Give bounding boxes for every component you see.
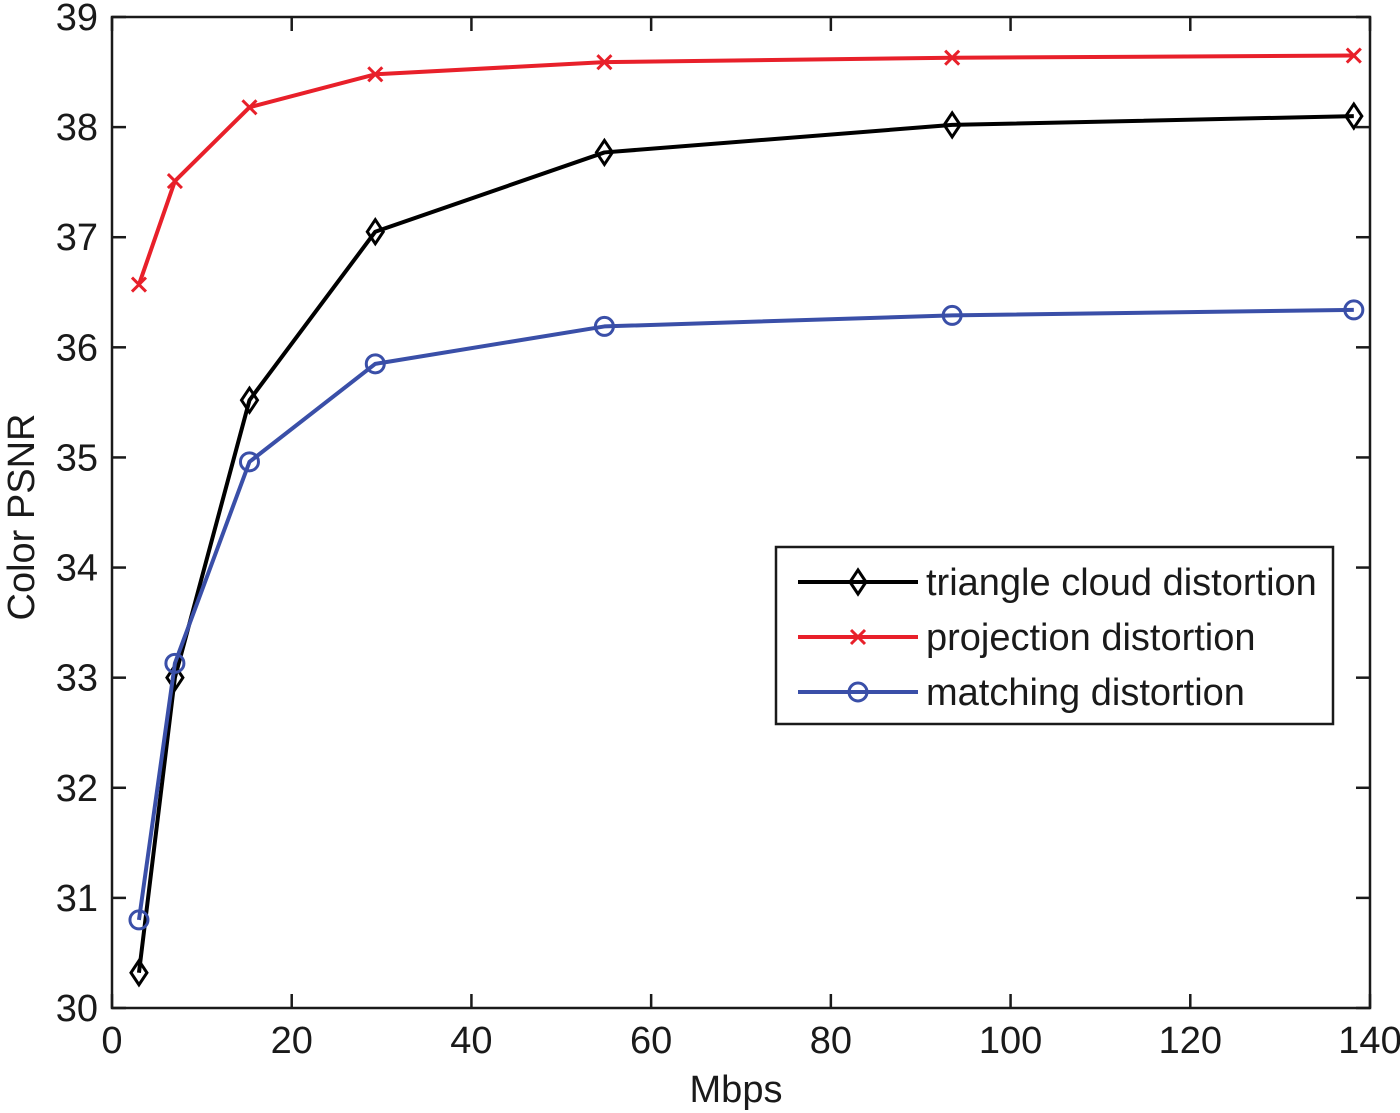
x-marker-stroke bbox=[130, 276, 148, 293]
x-tick-label: 60 bbox=[630, 1020, 672, 1062]
y-tick-label: 34 bbox=[56, 548, 98, 590]
y-tick-label: 33 bbox=[56, 658, 98, 700]
y-tick-label: 35 bbox=[56, 437, 98, 479]
x-tick-label: 120 bbox=[1159, 1020, 1222, 1062]
data-point-matching bbox=[364, 353, 386, 375]
y-tick-label: 37 bbox=[56, 217, 98, 259]
x-marker-stroke bbox=[944, 49, 961, 66]
x-tick-label: 0 bbox=[101, 1020, 122, 1062]
series-line-matching bbox=[136, 307, 1354, 921]
x-marker-stroke bbox=[1345, 47, 1362, 64]
x-marker-stroke bbox=[367, 66, 384, 83]
y-tick-label: 39 bbox=[56, 0, 98, 39]
plot-area bbox=[128, 47, 1365, 988]
x-tick-label: 140 bbox=[1338, 1020, 1400, 1062]
legend-item-triangle-cloud: triangle cloud distortion bbox=[798, 562, 1317, 604]
legend: triangle cloud distortion projection dist… bbox=[774, 545, 1335, 726]
data-point-triangle-cloud bbox=[365, 217, 386, 247]
y-axis-title: Color PSNR bbox=[1, 414, 43, 621]
y-tick-label: 32 bbox=[56, 768, 98, 810]
legend-marker bbox=[849, 628, 867, 646]
y-tick-label: 38 bbox=[56, 107, 98, 149]
legend-marker bbox=[848, 567, 868, 597]
data-point-triangle-cloud bbox=[594, 137, 615, 168]
data-point-triangle-cloud bbox=[942, 110, 962, 140]
legend-label: matching distortion bbox=[926, 672, 1245, 714]
x-marker-stroke bbox=[596, 54, 613, 71]
data-point-matching bbox=[1343, 299, 1365, 321]
x-marker-stroke bbox=[166, 173, 183, 190]
data-point-matching bbox=[238, 451, 260, 473]
data-point-projection bbox=[166, 173, 183, 190]
axes: 0 20 40 60 80 100 120 140 30 31 32 33 34 35 36 37 38 39 bbox=[56, 0, 1400, 1062]
data-point-projection bbox=[1345, 47, 1362, 64]
legend-item-matching: matching distortion bbox=[798, 672, 1245, 714]
data-point-matching bbox=[593, 315, 615, 337]
series-projection bbox=[130, 47, 1362, 293]
legend-label: triangle cloud distortion bbox=[926, 562, 1317, 604]
data-point-projection bbox=[130, 276, 148, 293]
x-marker-stroke bbox=[849, 628, 867, 646]
data-point-projection bbox=[596, 54, 613, 71]
x-tick-label: 40 bbox=[450, 1020, 492, 1062]
data-point-matching bbox=[164, 652, 186, 674]
plot-frame bbox=[110, 15, 1372, 1010]
data-point-matching bbox=[128, 909, 150, 931]
data-point-projection bbox=[944, 49, 961, 66]
data-point-triangle-cloud bbox=[1344, 101, 1364, 131]
legend-marker bbox=[847, 681, 869, 703]
data-point-projection bbox=[241, 99, 258, 116]
data-point-matching bbox=[941, 304, 963, 326]
data-point-triangle-cloud bbox=[239, 385, 260, 415]
x-marker-stroke bbox=[241, 99, 258, 116]
x-tick-label: 100 bbox=[979, 1020, 1042, 1062]
y-tick-label: 36 bbox=[56, 327, 98, 369]
legend-label: projection distortion bbox=[926, 617, 1256, 659]
x-tick-label: 20 bbox=[271, 1020, 313, 1062]
series-matching bbox=[128, 299, 1365, 931]
data-point-projection bbox=[367, 66, 384, 83]
x-tick-label: 80 bbox=[810, 1020, 852, 1062]
y-tick-label: 30 bbox=[56, 988, 98, 1030]
y-tick-label: 31 bbox=[56, 878, 98, 920]
data-point-triangle-cloud bbox=[129, 958, 149, 988]
x-axis-title: Mbps bbox=[690, 1069, 783, 1111]
data-point-triangle-cloud bbox=[165, 662, 185, 693]
legend-item-projection: projection distortion bbox=[798, 617, 1256, 659]
